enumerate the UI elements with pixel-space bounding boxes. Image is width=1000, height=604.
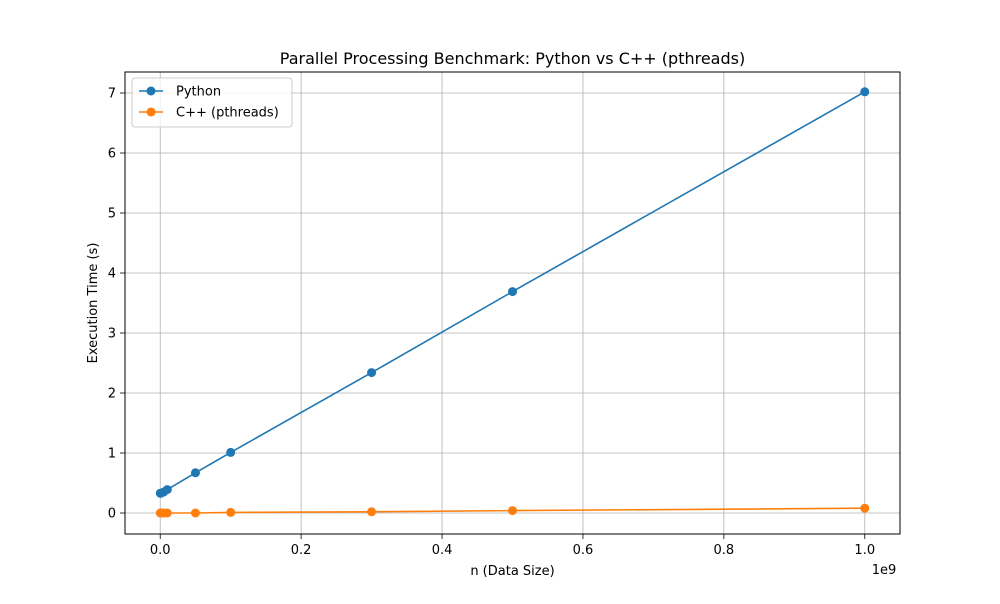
data-point-python [860,87,870,97]
data-point-python [508,287,517,297]
x-axis-label: n (Data Size) [470,564,554,579]
legend-box [131,77,293,128]
y-tick-label: 1 [108,447,116,462]
legend: Python C++ (pthreads) [131,77,293,128]
y-axis-label: Execution Time (s) [86,243,101,364]
y-tick-label: 7 [108,87,116,102]
data-point-python [367,368,377,378]
legend-marker-cpp [146,107,156,117]
legend-label-cpp: C++ (pthreads) [176,106,279,121]
data-point-cpp [226,507,236,517]
data-point-cpp [162,508,172,518]
plot-frame [124,71,901,535]
data-point-python [226,447,236,457]
y-tick-label: 3 [108,327,116,342]
x-axis-ticks: 0.0 0.2 0.4 0.6 0.8 1.0 [150,534,875,558]
x-tick-label: 1.0 [854,543,875,558]
data-point-cpp [508,506,517,516]
x-axis-scale-label: 1e9 [872,563,897,578]
y-tick-label: 6 [108,147,116,162]
x-tick-label: 0.4 [432,543,453,558]
data-point-python [162,485,172,495]
series-group [155,87,870,518]
grid-lines [125,72,900,534]
y-axis-ticks: 0 1 2 3 4 5 6 7 [108,87,125,522]
data-point-python [190,468,200,478]
chart-title: Parallel Processing Benchmark: Python vs… [280,49,745,68]
data-point-cpp [860,503,870,513]
x-tick-label: 0.8 [714,543,735,558]
y-tick-label: 0 [108,507,116,522]
x-tick-label: 0.2 [291,543,312,558]
y-tick-label: 2 [108,387,116,402]
y-tick-label: 5 [108,207,116,222]
legend-marker-python [146,86,156,96]
x-tick-label: 0.0 [150,543,171,558]
data-point-cpp [367,507,377,517]
x-tick-label: 0.6 [573,543,594,558]
data-point-cpp [190,508,200,518]
y-tick-label: 4 [108,267,116,282]
legend-label-python: Python [176,85,221,100]
